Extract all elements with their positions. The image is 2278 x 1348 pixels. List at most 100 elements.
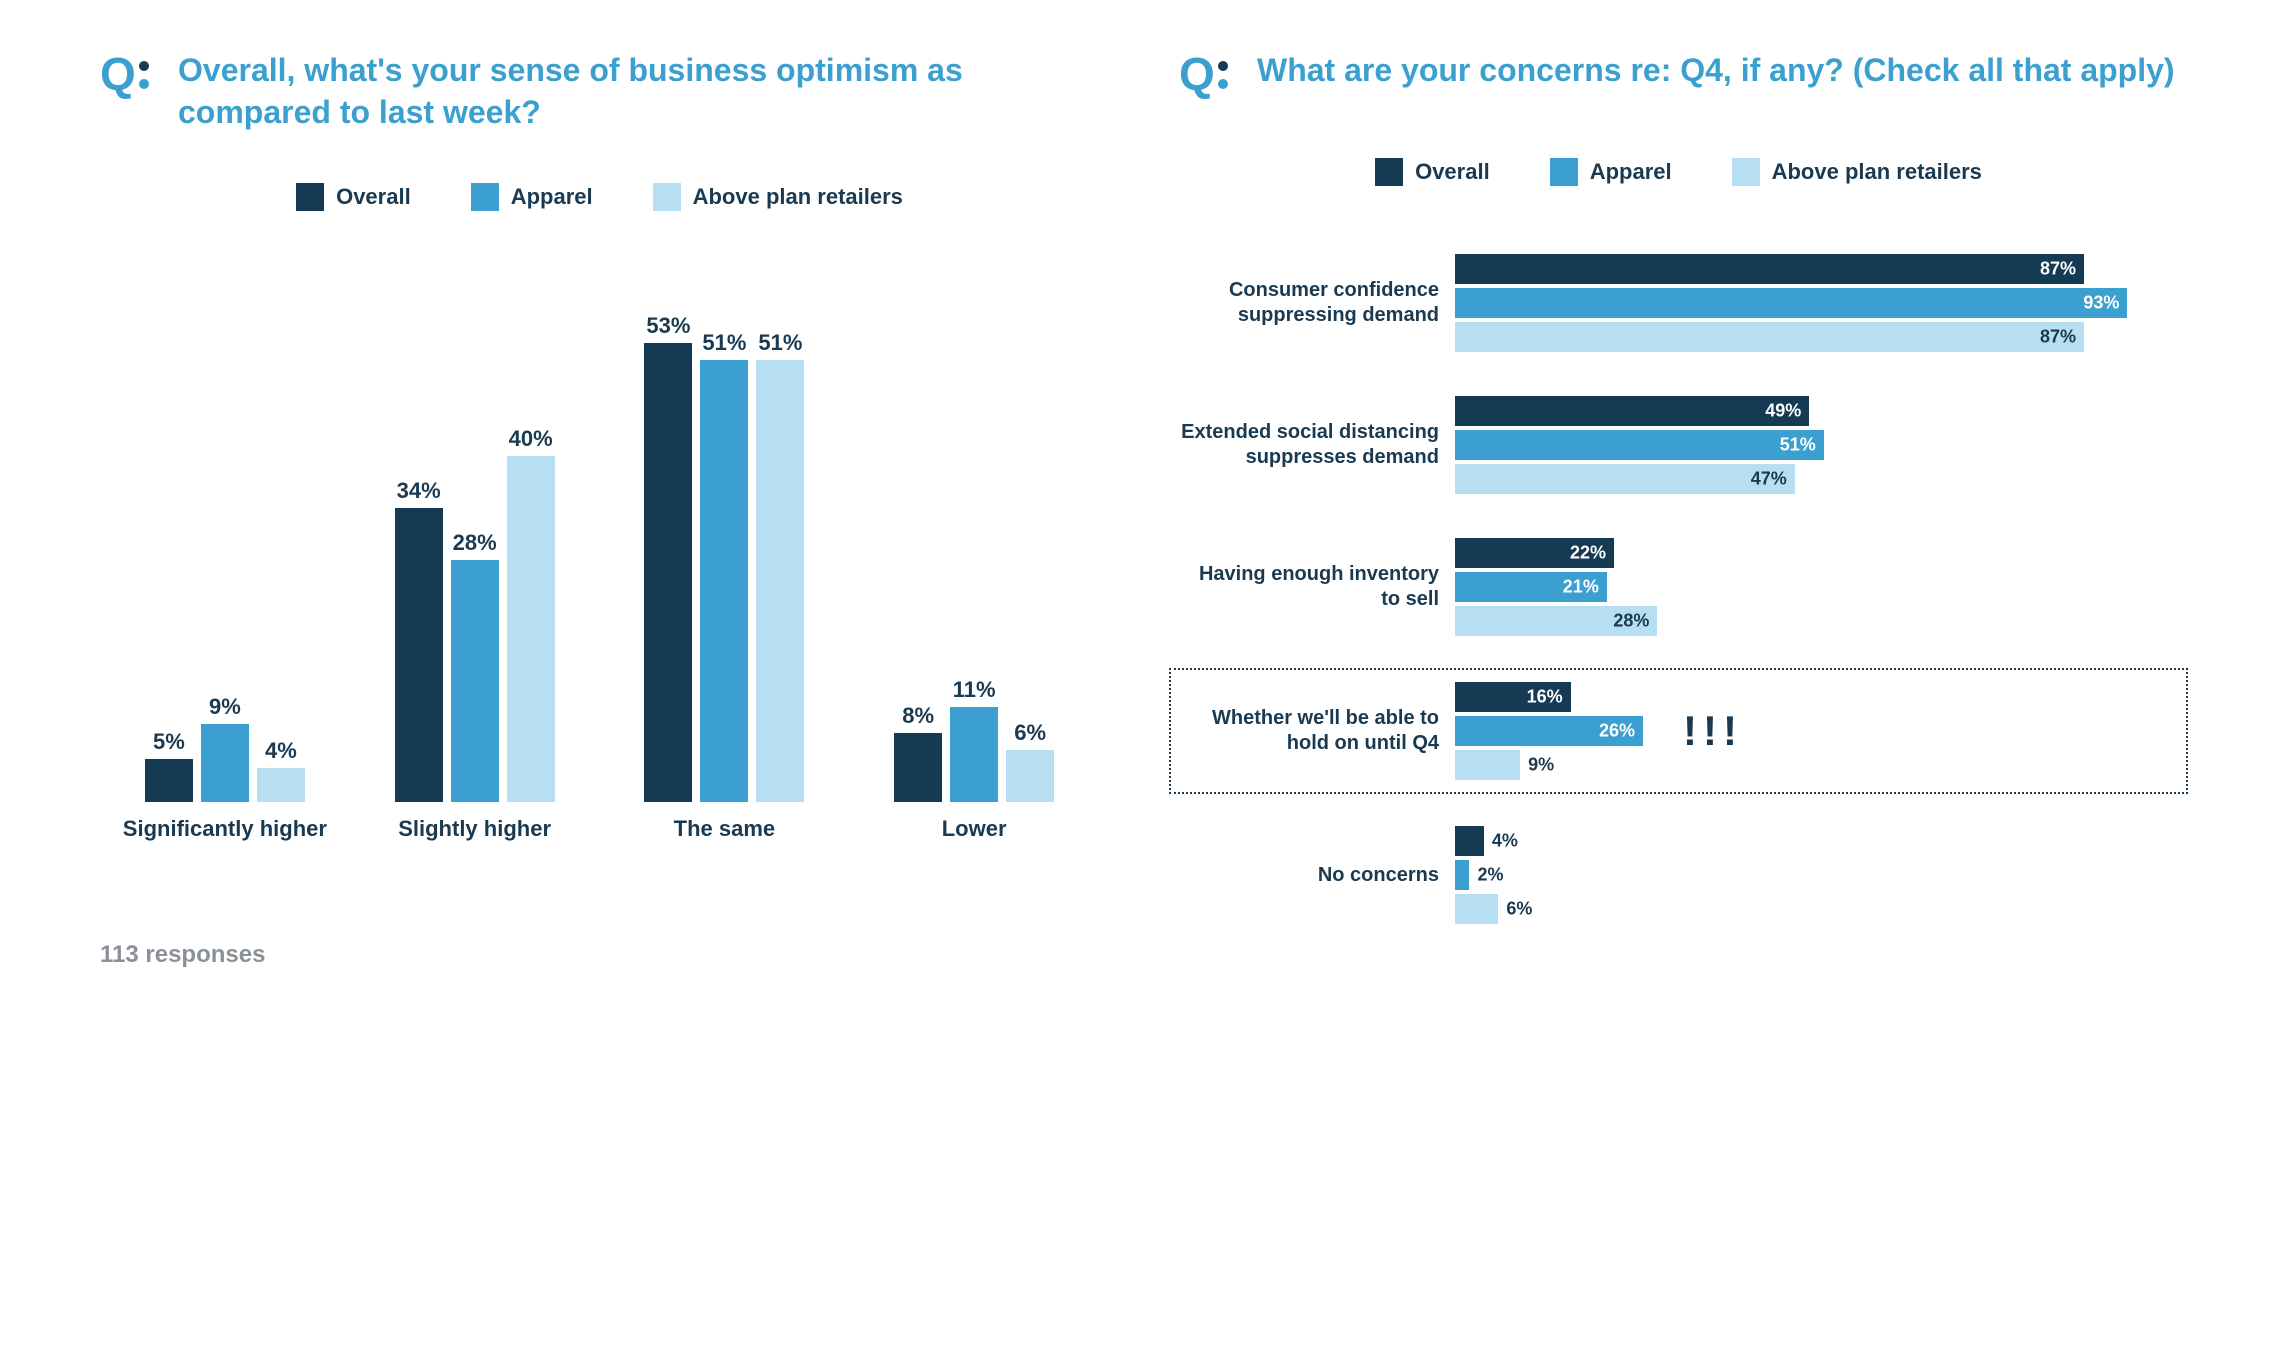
- legend-overall: Overall: [296, 183, 411, 211]
- dashboard-container: Q Overall, what's your sense of business…: [100, 50, 2178, 969]
- legend-above-label: Above plan retailers: [693, 184, 903, 210]
- right-legend: Overall Apparel Above plan retailers: [1179, 158, 2178, 186]
- hbar-category-label: Whether we'll be able to hold on until Q…: [1179, 706, 1439, 756]
- hbar-value-label: 28%: [1613, 611, 1649, 632]
- vbar-above: 6%: [1006, 750, 1054, 802]
- vbar-value-label: 8%: [894, 703, 942, 729]
- hbar-above: 87%: [1455, 322, 2084, 352]
- vbar-overall: 53%: [644, 343, 692, 802]
- hbar-overall: 87%: [1455, 254, 2084, 284]
- left-panel: Q Overall, what's your sense of business…: [100, 50, 1099, 969]
- vertical-bar-chart: 5%9%4%Significantly higher34%28%40%Sligh…: [100, 271, 1099, 871]
- vbar-above: 40%: [507, 456, 555, 803]
- hbar-value-label: 26%: [1599, 721, 1635, 742]
- vbar-group: 8%11%6%Lower: [859, 282, 1089, 871]
- hbar-value-label: 16%: [1527, 687, 1563, 708]
- hbar-value-label: 47%: [1751, 469, 1787, 490]
- vbar-group: 53%51%51%The same: [610, 282, 840, 871]
- vbar-bars: 34%28%40%: [360, 282, 590, 802]
- vbar-value-label: 53%: [644, 313, 692, 339]
- hbar-value-label: 51%: [1780, 435, 1816, 456]
- hbar-category-label: Consumer confidence suppressing demand: [1179, 278, 1439, 328]
- vbar-value-label: 51%: [700, 330, 748, 356]
- hbar-bars: 87% 93% 87%: [1455, 254, 2178, 352]
- swatch-overall: [1375, 158, 1403, 186]
- vbar-value-label: 4%: [257, 738, 305, 764]
- question-icon: Q: [100, 50, 158, 108]
- right-question-header: Q What are your concerns re: Q4, if any?…: [1179, 50, 2178, 108]
- swatch-above: [653, 183, 681, 211]
- vbar-overall: 5%: [145, 759, 193, 802]
- hbar-value-label: 4%: [1492, 831, 1518, 852]
- hbar-overall: 16%: [1455, 682, 1571, 712]
- hbar-row: Having enough inventory to sell 22% 21% 28%: [1179, 530, 2178, 644]
- legend-above: Above plan retailers: [653, 183, 903, 211]
- left-question-header: Q Overall, what's your sense of business…: [100, 50, 1099, 133]
- swatch-apparel: [471, 183, 499, 211]
- hbar-apparel: 26%: [1455, 716, 1643, 746]
- legend-overall-label: Overall: [1415, 159, 1490, 185]
- hbar-category-label: Extended social distancing suppresses de…: [1179, 420, 1439, 470]
- legend-above-label: Above plan retailers: [1772, 159, 1982, 185]
- hbar-above: 28%: [1455, 606, 1657, 636]
- hbar-row: Consumer confidence suppressing demand 87…: [1179, 246, 2178, 360]
- hbar-value-label: 93%: [2083, 293, 2119, 314]
- vbar-group: 34%28%40%Slightly higher: [360, 282, 590, 871]
- question-icon: Q: [1179, 50, 1237, 108]
- vbar-value-label: 11%: [950, 677, 998, 703]
- hbar-bars: 4% 2% 6%: [1455, 826, 2178, 924]
- vbar-bars: 53%51%51%: [610, 282, 840, 802]
- vbar-value-label: 28%: [451, 530, 499, 556]
- vbar-above: 4%: [257, 768, 305, 803]
- hbar-overall: 49%: [1455, 396, 1809, 426]
- vbar-apparel: 28%: [451, 560, 499, 803]
- hbar-category-label: Having enough inventory to sell: [1179, 562, 1439, 612]
- vbar-value-label: 40%: [507, 426, 555, 452]
- svg-text:Q: Q: [100, 50, 136, 100]
- hbar-above: 47%: [1455, 464, 1795, 494]
- legend-apparel: Apparel: [1550, 158, 1672, 186]
- hbar-overall: 22%: [1455, 538, 1614, 568]
- hbar-overall: 4%: [1455, 826, 1484, 856]
- vbar-overall: 34%: [395, 508, 443, 803]
- vbar-value-label: 6%: [1006, 720, 1054, 746]
- hbar-row: Extended social distancing suppresses de…: [1179, 388, 2178, 502]
- right-panel: Q What are your concerns re: Q4, if any?…: [1179, 50, 2178, 969]
- responses-count: 113 responses: [100, 941, 1099, 969]
- hbar-apparel: 51%: [1455, 430, 1824, 460]
- hbar-bars: 49% 51% 47%: [1455, 396, 2178, 494]
- hbar-row: Whether we'll be able to hold on until Q…: [1169, 668, 2188, 794]
- vbar-overall: 8%: [894, 733, 942, 802]
- hbar-apparel: 93%: [1455, 288, 2127, 318]
- left-title: Overall, what's your sense of business o…: [178, 50, 1099, 133]
- legend-above: Above plan retailers: [1732, 158, 1982, 186]
- hbar-value-label: 49%: [1765, 401, 1801, 422]
- hbar-value-label: 2%: [1477, 865, 1503, 886]
- swatch-overall: [296, 183, 324, 211]
- vbar-category-label: The same: [674, 816, 776, 871]
- legend-apparel-label: Apparel: [1590, 159, 1672, 185]
- hbar-bars: 16% 26% 9%!!!: [1455, 682, 2178, 780]
- swatch-above: [1732, 158, 1760, 186]
- vbar-category-label: Lower: [942, 816, 1007, 871]
- vbar-apparel: 11%: [950, 707, 998, 802]
- legend-apparel-label: Apparel: [511, 184, 593, 210]
- vbar-apparel: 51%: [700, 360, 748, 802]
- vbar-above: 51%: [756, 360, 804, 802]
- hbar-apparel: 2%: [1455, 860, 1469, 890]
- legend-overall: Overall: [1375, 158, 1490, 186]
- right-title: What are your concerns re: Q4, if any? (…: [1257, 50, 2175, 92]
- hbar-value-label: 9%: [1528, 755, 1554, 776]
- vbar-value-label: 9%: [201, 694, 249, 720]
- vbar-category-label: Slightly higher: [398, 816, 551, 871]
- vbar-bars: 5% 9% 4%: [110, 282, 340, 802]
- vbar-group: 5%9%4%Significantly higher: [110, 282, 340, 871]
- hbar-above: 6%: [1455, 894, 1498, 924]
- hbar-category-label: No concerns: [1179, 863, 1439, 888]
- hbar-value-label: 87%: [2040, 327, 2076, 348]
- hbar-value-label: 21%: [1563, 577, 1599, 598]
- exclamation-icon: !!!: [1683, 707, 1743, 755]
- hbar-value-label: 22%: [1570, 543, 1606, 564]
- vbar-value-label: 5%: [145, 729, 193, 755]
- hbar-value-label: 87%: [2040, 259, 2076, 280]
